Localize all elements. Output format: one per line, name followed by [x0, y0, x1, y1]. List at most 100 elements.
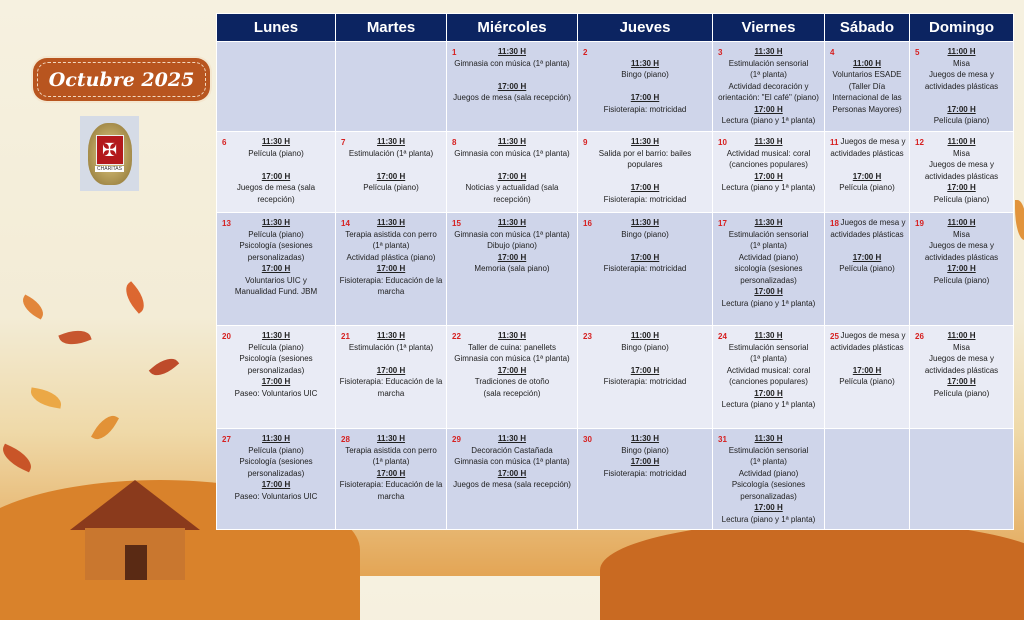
- activity-time: 11:00 H: [947, 137, 976, 146]
- activity-text: (sala recepción): [483, 388, 541, 398]
- time-line: 17:00 H: [581, 92, 709, 104]
- spacer: [828, 159, 906, 171]
- activity-text: personalizadas): [740, 275, 797, 285]
- activity-time: 17:00 H: [630, 252, 660, 262]
- day-cell-30: 30 11:30 H Bingo (piano) 17:00 H Fisioterapi…: [577, 428, 713, 530]
- day-number: 18: [830, 219, 839, 228]
- activity-text: Psicología (sesiones: [239, 241, 313, 250]
- weekday-header-miércoles: Miércoles: [446, 13, 578, 42]
- activity-text: Película (piano): [933, 194, 990, 204]
- day-cell-25: 25 Juegos de mesa y actividades plásticas 1…: [824, 325, 910, 429]
- activity-text: (Taller Día: [848, 81, 886, 91]
- day-cell-2: 2 11:30 H Bingo (piano) 17:00 H Fisioterapia…: [577, 41, 713, 132]
- activity-text: Internacional de las: [832, 93, 902, 102]
- activity-text: Película (piano): [248, 342, 304, 352]
- week-row: 1 11:30 H Gimnasia con música (1ª planta) 1…: [216, 41, 1014, 132]
- activity-time: 11:30 H: [497, 47, 527, 56]
- time-line: 11:00 H: [913, 330, 1010, 342]
- time-line: 17:00 H: [581, 365, 709, 377]
- activity-time: 11:30 H: [630, 137, 660, 146]
- leaf-icon: [119, 281, 151, 314]
- activity-text: Juegos de mesa y: [929, 70, 994, 79]
- time-line: 11:30 H: [220, 433, 332, 445]
- calendar-table: Lunes Martes Miércoles Jueves Viernes Sábado D…: [216, 13, 1014, 530]
- time-line: 17:00 H: [450, 171, 574, 183]
- activity-text: (1ª planta): [750, 70, 787, 79]
- day-cell-23: 23 11:00 H Bingo (piano) 17:00 H Fisioterapi…: [577, 325, 713, 429]
- day-cell-5: 5 11:00 H Misa Juegos de mesa y actividades …: [909, 41, 1014, 132]
- activity-time: 17:00 H: [852, 171, 882, 181]
- day-cell-14: 14 11:30 H Terapia asistida con perro (1ª p…: [335, 212, 447, 326]
- activity-text: Estimulación sensorial: [728, 342, 809, 352]
- day-number: 31: [718, 435, 727, 444]
- day-cell-17: 17 11:30 H Estimulación sensorial (1ª plant…: [712, 212, 825, 326]
- week-row: 6 11:30 H Película (piano) 17:00 H Juegos de…: [216, 131, 1014, 213]
- activity-text: Bingo (piano): [621, 445, 669, 455]
- time-line: 11:30 H: [581, 433, 709, 445]
- activity-text: Película (piano): [248, 445, 304, 455]
- time-line: 11:30 H: [339, 217, 443, 229]
- weekday-header-sábado: Sábado: [824, 13, 910, 42]
- activity-text: Juegos de mesa y: [929, 241, 994, 250]
- time-line: 17:00 H: [716, 388, 821, 400]
- activity-text: Psicología (sesiones: [731, 480, 806, 489]
- activity-time: 11:30 H: [497, 137, 527, 146]
- time-line: 17:00 H: [339, 171, 443, 183]
- activity-text: actividades plásticas: [830, 229, 904, 239]
- activity-time: 11:30 H: [630, 58, 660, 68]
- day-cell-8: 8 11:30 H Gimnasia con música (1ª planta) 1…: [446, 131, 578, 213]
- activity-text: marcha: [377, 388, 405, 398]
- activity-time: 17:00 H: [376, 264, 406, 273]
- day-number: 20: [222, 332, 231, 341]
- activity-time: 17:00 H: [754, 287, 783, 296]
- time-line: 17:00 H: [581, 456, 709, 468]
- time-line: 11:30 H: [716, 136, 821, 148]
- activity-text: Estimulación sensorial: [728, 445, 809, 455]
- activity-time: 11:30 H: [261, 434, 291, 443]
- activity-time: 17:00 H: [754, 388, 783, 398]
- day-cell-18: 18 Juegos de mesa y actividades plásticas 1…: [824, 212, 910, 326]
- day-cell-12: 12 11:00 H Misa Juegos de mesa y actividades…: [909, 131, 1014, 213]
- spacer: [828, 240, 906, 252]
- activity-text: personalizadas): [740, 491, 797, 501]
- day-number: 11: [830, 138, 839, 147]
- activity-text: Juegos de mesa y: [840, 137, 906, 146]
- activity-text: actividades plásticas: [830, 148, 904, 158]
- activity-text: Fisioterapia: Educación de la: [339, 377, 443, 386]
- activity-time: 17:00 H: [754, 503, 783, 512]
- activity-text: Personas Mayores): [832, 104, 902, 114]
- activity-time: 11:00 H: [630, 331, 660, 340]
- day-cell-9: 9 11:30 H Salida por el barrio: bailes pop…: [577, 131, 713, 213]
- time-line: 17:00 H: [339, 263, 443, 275]
- activity-text: (1ª planta): [750, 354, 787, 363]
- day-cell-28: 28 11:30 H Terapia asistida con perro (1ª p…: [335, 428, 447, 530]
- day-cell-19: 19 11:00 H Misa Juegos de mesa y actividades…: [909, 212, 1014, 326]
- day-cell-26: 26 11:00 H Misa Juegos de mesa y actividades…: [909, 325, 1014, 429]
- time-line: 11:30 H: [581, 136, 709, 148]
- activity-time: 17:00 H: [261, 480, 291, 489]
- activity-text: (1ª planta): [372, 457, 410, 466]
- activity-text: Actividad musical: coral: [726, 148, 811, 158]
- activity-text: Lectura (piano y 1ª planta): [721, 298, 816, 308]
- activity-time: 11:30 H: [754, 434, 783, 443]
- leaf-icon: [91, 410, 119, 445]
- activity-time: 17:00 H: [497, 171, 527, 181]
- activity-text: Misa: [953, 58, 970, 68]
- time-line: 17:00 H: [913, 376, 1010, 388]
- time-line: 11:30 H: [339, 433, 443, 445]
- activity-time: 17:00 H: [497, 468, 527, 478]
- activity-text: Voluntarios ESADE: [832, 70, 902, 79]
- day-number: 22: [452, 332, 461, 341]
- activity-text: Voluntarios UIC y: [245, 275, 307, 285]
- day-cell-24: 24 11:30 H Estimulación sensorial (1ª plant…: [712, 325, 825, 429]
- time-line: 17:00 H: [716, 171, 821, 183]
- activity-text: sicología (sesiones: [734, 264, 803, 273]
- day-number: 13: [222, 219, 231, 228]
- spacer: [828, 353, 906, 365]
- weekday-header-viernes: Viernes: [712, 13, 825, 42]
- activity-text: Decoración Castañada: [471, 445, 553, 455]
- empty-day-cell: [216, 41, 336, 132]
- day-number: 7: [341, 138, 346, 147]
- time-line: 17:00 H: [450, 365, 574, 377]
- activity-text: (1ª planta): [750, 241, 787, 250]
